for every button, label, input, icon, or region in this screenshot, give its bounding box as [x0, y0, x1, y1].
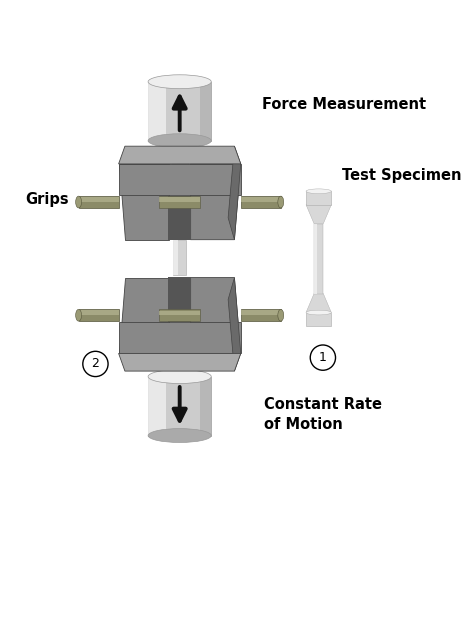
- Bar: [314, 223, 323, 293]
- Polygon shape: [306, 204, 331, 223]
- Bar: [79, 196, 118, 208]
- Text: Test Specimen: Test Specimen: [342, 168, 461, 183]
- Bar: [306, 191, 331, 204]
- Bar: [172, 351, 177, 377]
- Bar: [200, 377, 211, 435]
- Ellipse shape: [148, 428, 211, 442]
- Bar: [172, 351, 188, 377]
- Bar: [306, 312, 331, 326]
- Bar: [148, 377, 211, 435]
- Polygon shape: [118, 146, 241, 164]
- Polygon shape: [118, 278, 169, 353]
- Polygon shape: [118, 164, 241, 195]
- Polygon shape: [191, 278, 241, 353]
- Bar: [172, 141, 188, 166]
- Polygon shape: [191, 164, 241, 240]
- Ellipse shape: [76, 196, 82, 208]
- Bar: [314, 223, 317, 293]
- Polygon shape: [118, 164, 169, 240]
- Ellipse shape: [278, 309, 284, 321]
- Ellipse shape: [306, 310, 331, 315]
- Bar: [148, 377, 166, 435]
- Text: 2: 2: [91, 357, 100, 370]
- Ellipse shape: [278, 196, 284, 208]
- Ellipse shape: [148, 370, 211, 384]
- Bar: [241, 197, 281, 202]
- Bar: [173, 240, 178, 276]
- Bar: [79, 310, 118, 316]
- Bar: [173, 240, 186, 276]
- Ellipse shape: [306, 189, 331, 194]
- Ellipse shape: [148, 134, 211, 148]
- Polygon shape: [118, 322, 241, 353]
- Bar: [168, 196, 191, 240]
- Bar: [159, 198, 200, 202]
- Polygon shape: [118, 353, 241, 371]
- Bar: [79, 309, 118, 321]
- Bar: [79, 197, 118, 202]
- Text: Grips: Grips: [25, 192, 69, 207]
- Polygon shape: [228, 278, 241, 371]
- Bar: [148, 82, 211, 141]
- Bar: [241, 196, 281, 208]
- Bar: [159, 309, 200, 321]
- Bar: [148, 82, 166, 141]
- Bar: [168, 277, 191, 322]
- Bar: [200, 82, 211, 141]
- Polygon shape: [306, 293, 331, 312]
- Bar: [159, 310, 200, 316]
- Bar: [159, 196, 200, 208]
- Bar: [241, 309, 281, 321]
- Ellipse shape: [76, 309, 82, 321]
- Bar: [241, 310, 281, 316]
- Polygon shape: [228, 146, 241, 240]
- Text: Force Measurement: Force Measurement: [262, 97, 426, 112]
- Text: Constant Rate
of Motion: Constant Rate of Motion: [264, 397, 382, 432]
- Ellipse shape: [148, 75, 211, 89]
- Text: 1: 1: [319, 351, 327, 364]
- Bar: [172, 141, 177, 166]
